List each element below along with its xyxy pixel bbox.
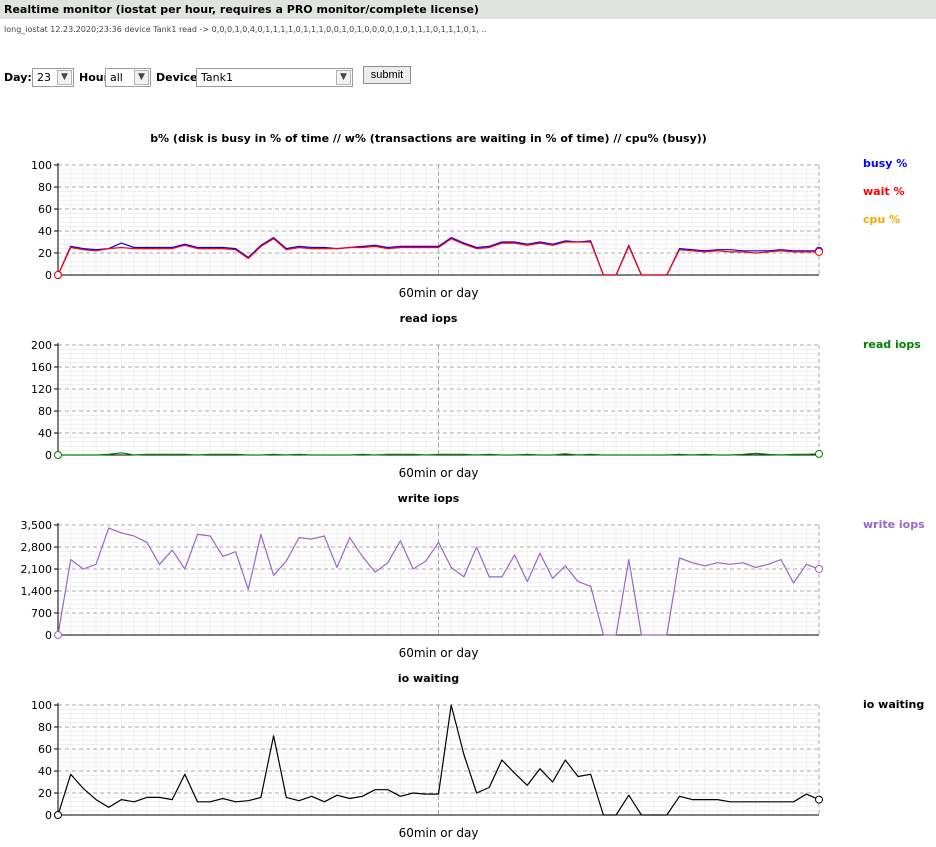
legend-entry: cpu % [863, 213, 900, 226]
y-tick-label: 80 [38, 405, 52, 418]
x-axis-label: 60min or day [399, 646, 479, 660]
y-tick-label: 100 [31, 699, 52, 712]
y-tick-label: 80 [38, 721, 52, 734]
y-tick-label: 60 [38, 743, 52, 756]
chart-2: write iops 0 700 1,400 2,100 2,800 3,500 write … [21, 492, 926, 660]
x-axis-label: 60min or day [399, 286, 479, 300]
page-title: Realtime monitor (iostat per hour, requi… [4, 3, 479, 16]
y-tick-label: 2,100 [21, 563, 53, 576]
legend-entry: busy % [863, 157, 907, 170]
y-tick-label: 60 [38, 203, 52, 216]
hour-select-value: all [110, 71, 123, 84]
submit-button[interactable]: submit [363, 66, 411, 84]
chart-title: read iops [400, 312, 458, 325]
series-endpoint [815, 449, 823, 458]
y-tick-label: 0 [45, 809, 52, 822]
chart-title: write iops [398, 492, 460, 505]
series-line [58, 452, 820, 456]
day-select-value: 23 [37, 71, 51, 84]
chart-1: read iops 0 40 80 120 160 200 read iops 60min or… [31, 312, 921, 480]
series-line [57, 704, 820, 816]
iostat-info-line: long_iostat 12.23.2020;23:36 device Tank… [4, 25, 487, 34]
y-tick-label: 40 [38, 765, 52, 778]
chart-0: b% (disk is busy in % of time // w% (tra… [31, 132, 907, 300]
hour-label: Hour: [79, 71, 114, 84]
y-tick-label: 160 [31, 361, 52, 374]
y-tick-label: 700 [31, 607, 52, 620]
y-tick-label: 200 [31, 339, 52, 352]
y-tick-label: 3,500 [21, 519, 53, 532]
chevron-down-icon: ▼ [336, 70, 351, 85]
day-label: Day: [4, 71, 32, 84]
y-tick-label: 0 [45, 449, 52, 462]
device-select[interactable]: Tank1 ▼ [196, 68, 353, 87]
chevron-down-icon: ▼ [57, 70, 72, 85]
y-tick-label: 2,800 [21, 541, 53, 554]
day-select[interactable]: 23 ▼ [32, 68, 74, 87]
y-tick-label: 0 [45, 269, 52, 282]
legend-entry: io waiting [863, 698, 924, 711]
series-line [57, 238, 819, 276]
series-endpoint [815, 247, 823, 256]
series-endpoint [54, 451, 62, 459]
series-endpoint [815, 795, 823, 804]
chart-title: b% (disk is busy in % of time // w% (tra… [150, 132, 707, 145]
y-tick-label: 80 [38, 181, 52, 194]
legend-entry: read iops [863, 338, 921, 351]
page-title-bar: Realtime monitor (iostat per hour, requi… [0, 0, 936, 19]
y-tick-label: 100 [31, 159, 52, 172]
legend-entry: wait % [863, 185, 904, 198]
legend-entry: write iops [863, 518, 925, 531]
device-label: Device: [156, 71, 202, 84]
y-tick-label: 20 [38, 787, 52, 800]
y-tick-label: 40 [38, 427, 52, 440]
y-tick-label: 20 [38, 247, 52, 260]
y-tick-label: 1,400 [21, 585, 53, 598]
chevron-down-icon: ▼ [134, 70, 149, 85]
series-endpoint [54, 631, 62, 639]
y-tick-label: 120 [31, 383, 52, 396]
chart-3: io waiting 0 20 40 60 80 100 io waiting 60min or… [31, 672, 924, 840]
x-axis-label: 60min or day [399, 826, 479, 840]
y-tick-label: 0 [45, 629, 52, 642]
series-endpoint [815, 565, 823, 573]
y-tick-label: 40 [38, 225, 52, 238]
chart-title: io waiting [398, 672, 459, 685]
device-select-value: Tank1 [201, 71, 233, 84]
hour-select[interactable]: all ▼ [105, 68, 151, 87]
x-axis-label: 60min or day [399, 466, 479, 480]
series-line [57, 237, 819, 276]
series-endpoint [54, 271, 62, 279]
series-line [57, 527, 820, 636]
series-endpoint [54, 811, 62, 819]
